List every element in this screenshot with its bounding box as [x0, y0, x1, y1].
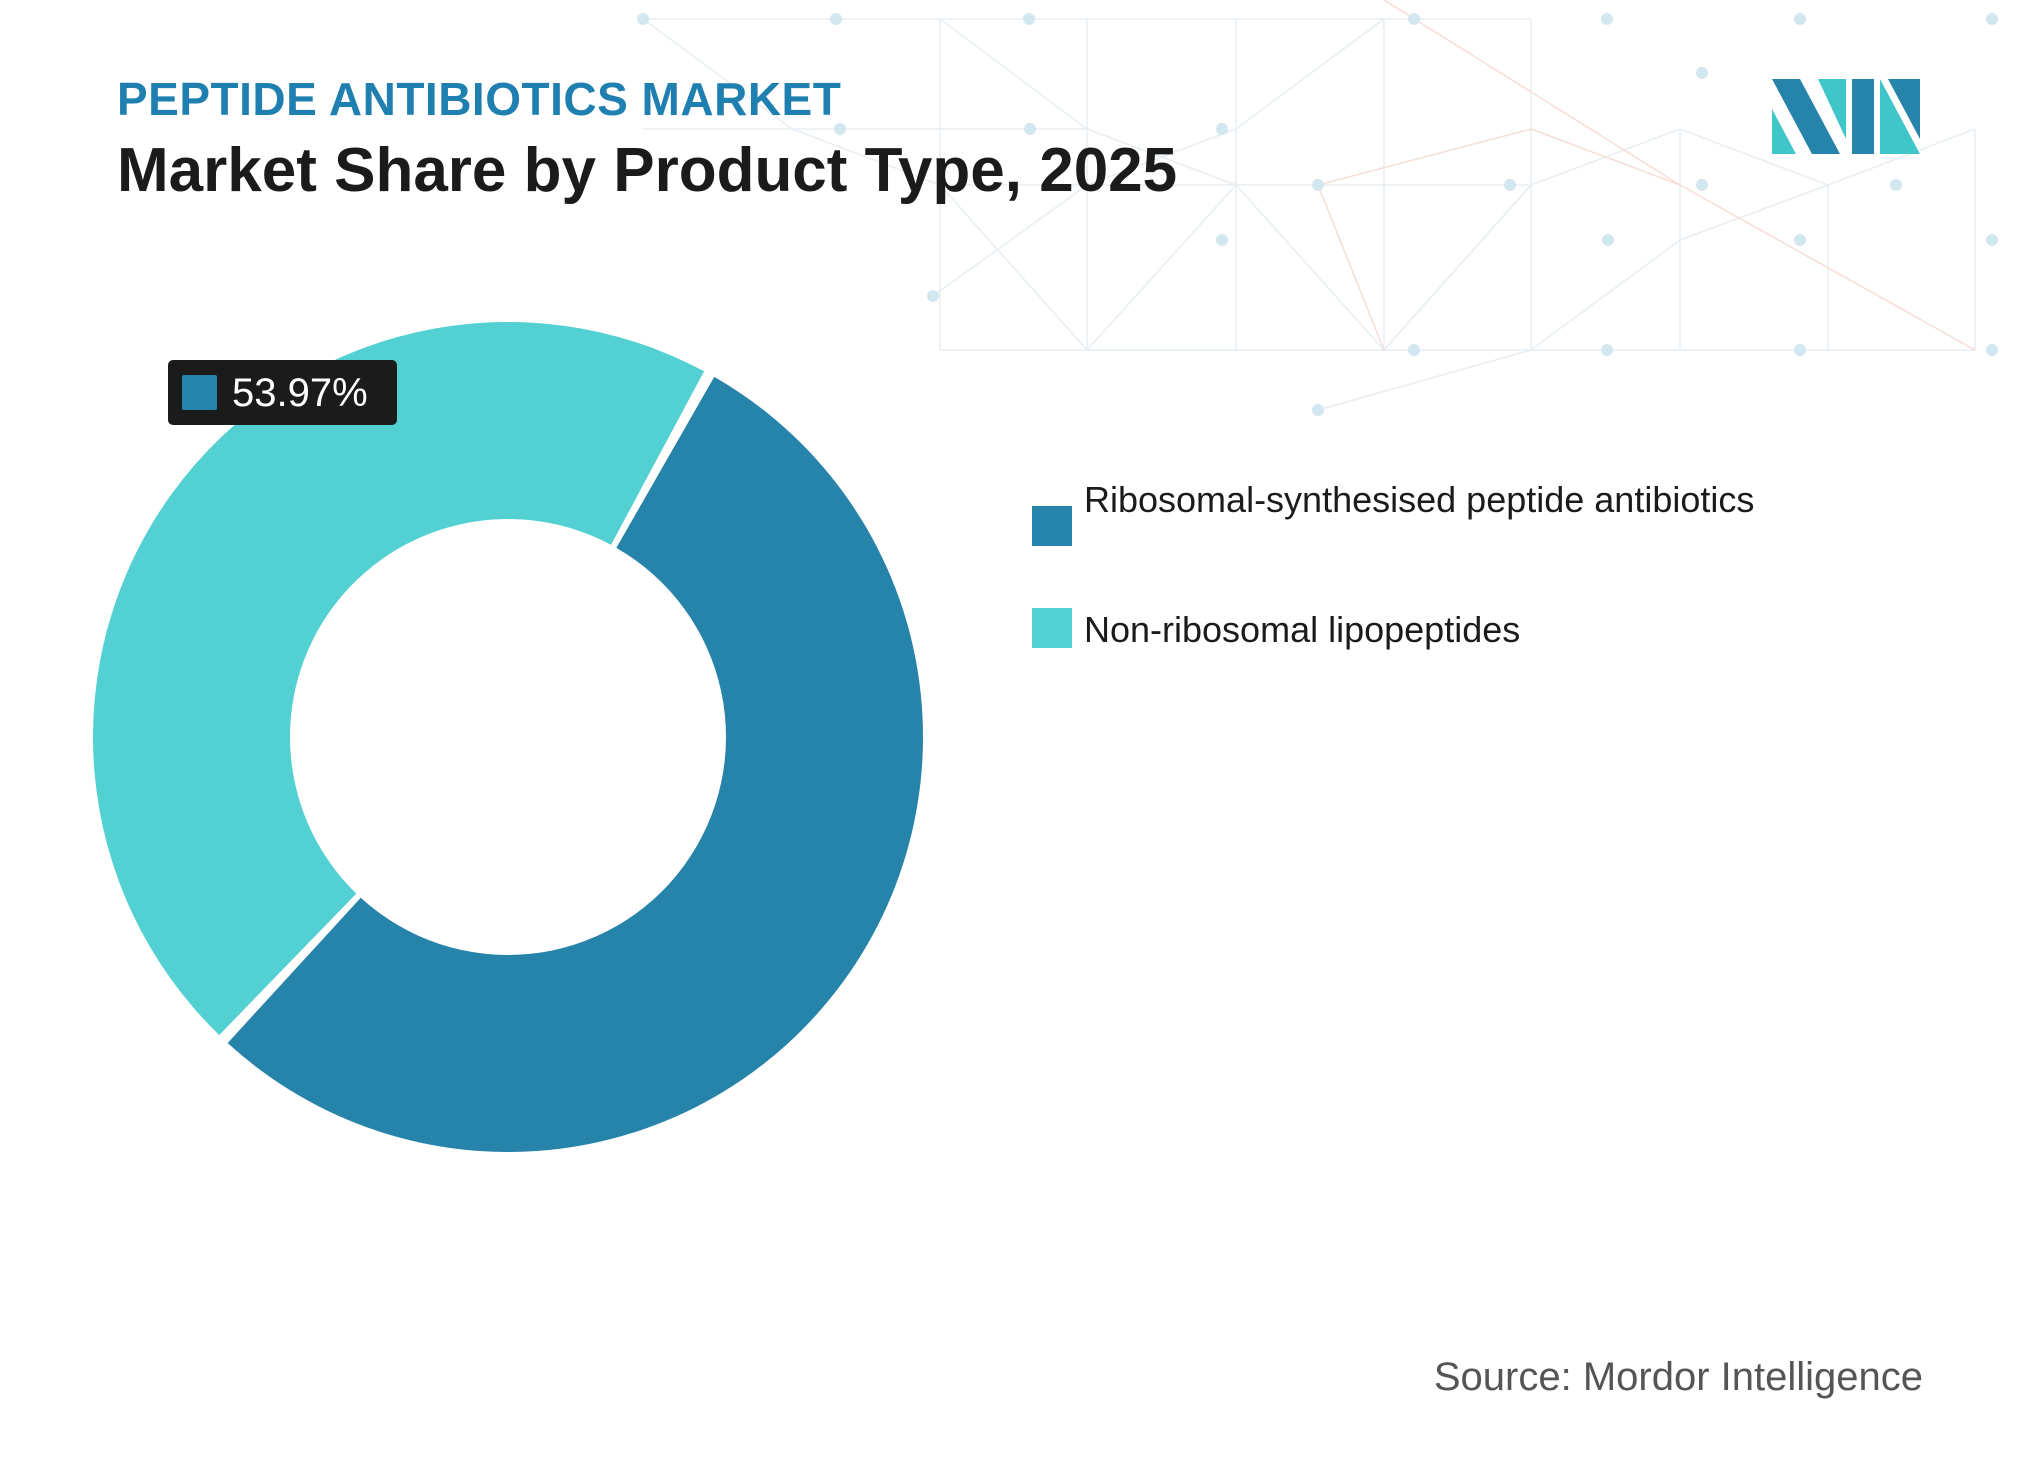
- data-label-box: [168, 360, 397, 425]
- legend-label: Non-ribosomal lipopeptides: [1084, 609, 1521, 650]
- legend-item: Ribosomal-synthesised peptide antibiotic…: [1032, 478, 1792, 546]
- legend-item: Non-ribosomal lipopeptides: [1032, 608, 1792, 651]
- legend-label: Ribosomal-synthesised peptide antibiotic…: [1084, 479, 1755, 520]
- data-label-text: 53.97%: [232, 371, 368, 415]
- chart-legend: Ribosomal-synthesised peptide antibiotic…: [1032, 478, 1792, 713]
- donut-slice-1: [92, 321, 705, 1036]
- chart-title: Market Share by Product Type, 2025: [117, 136, 1178, 205]
- report-subtitle: PEPTIDE ANTIBIOTICS MARKET: [117, 73, 842, 125]
- data-label: 53.97%: [168, 360, 397, 425]
- data-label-swatch: [182, 375, 217, 410]
- mordor-intelligence-logo-icon: [1772, 79, 1920, 154]
- donut-slice-0: [227, 376, 924, 1153]
- legend-swatch: [1032, 608, 1072, 648]
- legend-swatch: [1032, 506, 1072, 546]
- source-note: Source: Mordor Intelligence: [1433, 1355, 1923, 1399]
